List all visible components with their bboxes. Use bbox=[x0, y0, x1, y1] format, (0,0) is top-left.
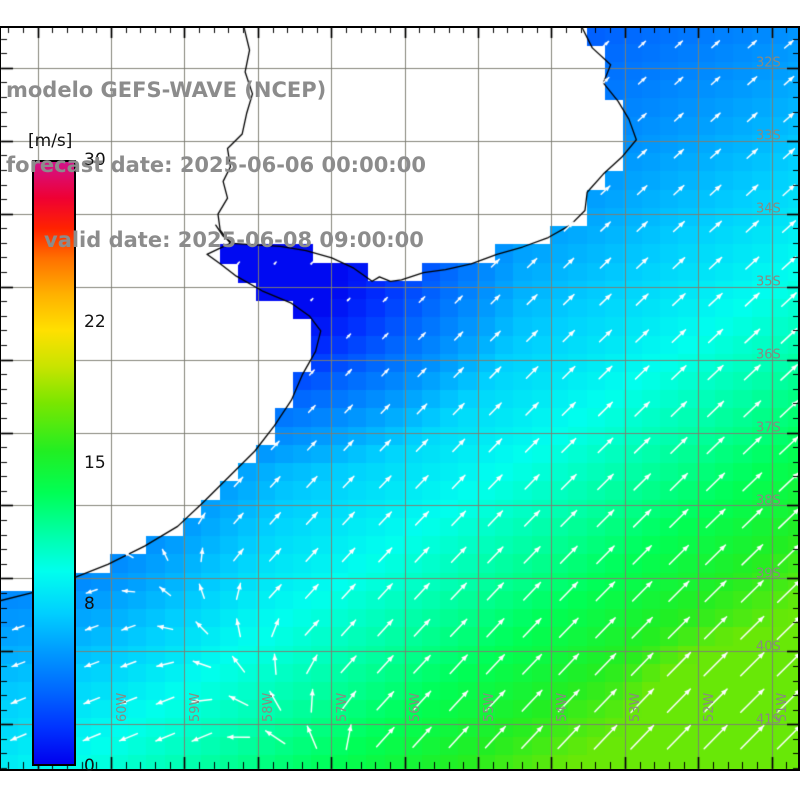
frame-right-border bbox=[798, 26, 800, 771]
colorbar-tick-0: 0 bbox=[84, 756, 95, 776]
forecast-date-label: forecast date: 2025-06-06 00:00:00 bbox=[6, 153, 426, 177]
lat-tick-40S: 40S bbox=[756, 639, 781, 655]
lon-tick-60W: 60W bbox=[114, 692, 130, 722]
lat-tick-32S: 32S bbox=[756, 55, 781, 71]
lat-tick-34S: 34S bbox=[756, 201, 781, 217]
colorbar-tick-15: 15 bbox=[84, 453, 106, 473]
frame-bottom-border bbox=[0, 769, 800, 771]
lon-tick-58W: 58W bbox=[261, 692, 277, 722]
chart-title-block: modelo GEFS-WAVE (NCEP) forecast date: 2… bbox=[0, 28, 620, 303]
lon-tick-55W: 55W bbox=[481, 692, 497, 722]
lon-tick-54W: 54W bbox=[554, 692, 570, 722]
lon-tick-59W: 59W bbox=[187, 692, 203, 722]
colorbar-tick-22: 22 bbox=[84, 311, 106, 332]
model-title: modelo GEFS-WAVE (NCEP) bbox=[6, 78, 327, 102]
colorbar-tick-8: 8 bbox=[84, 594, 95, 615]
frame-top-border bbox=[0, 26, 800, 28]
lat-tick-35S: 35S bbox=[756, 274, 781, 290]
lat-tick-41S: 41S bbox=[756, 712, 781, 728]
lat-tick-33S: 33S bbox=[756, 128, 781, 144]
lat-tick-38S: 38S bbox=[756, 493, 781, 509]
valid-date-label: valid date: 2025-06-08 09:00:00 bbox=[44, 228, 424, 252]
lat-tick-39S: 39S bbox=[756, 566, 781, 582]
lon-tick-56W: 56W bbox=[408, 692, 424, 722]
lon-tick-57W: 57W bbox=[334, 692, 350, 722]
lon-tick-53W: 53W bbox=[628, 692, 644, 722]
lat-tick-36S: 36S bbox=[756, 347, 781, 363]
lon-tick-52W: 52W bbox=[701, 692, 717, 722]
lat-tick-37S: 37S bbox=[756, 420, 781, 436]
frame-left-border bbox=[0, 26, 1, 771]
